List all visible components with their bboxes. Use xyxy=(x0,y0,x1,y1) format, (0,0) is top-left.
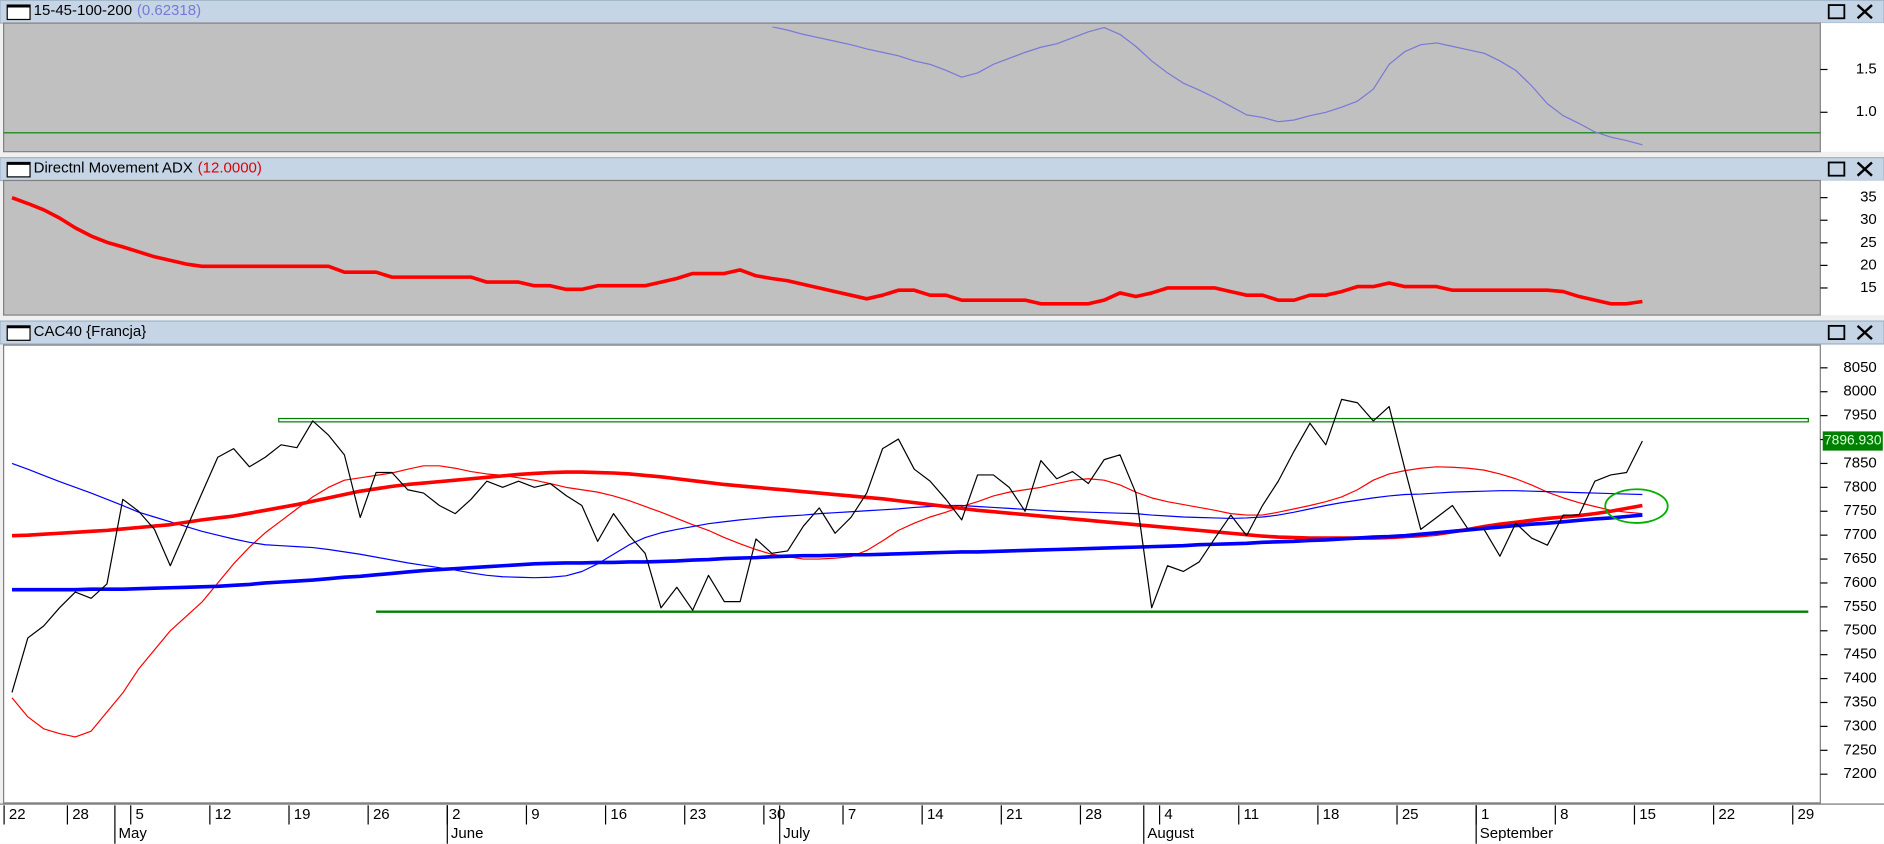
last-value-box xyxy=(1822,431,1883,451)
x-tick-label: 28 xyxy=(72,806,89,823)
month-label: June xyxy=(451,825,484,842)
x-tick-label: 2 xyxy=(452,806,460,823)
month-label: July xyxy=(783,825,810,842)
y-tick-label: 7500 xyxy=(1843,622,1876,639)
axis-area xyxy=(1820,180,1884,316)
x-tick-label: 16 xyxy=(610,806,627,823)
title-text: CAC40 {Francja} xyxy=(34,323,147,340)
month-label: September xyxy=(1480,825,1553,842)
plot-area xyxy=(3,22,1821,153)
x-tick-label: 26 xyxy=(373,806,390,823)
x-tick-label: 30 xyxy=(769,806,786,823)
x-tick-label: 14 xyxy=(927,806,944,823)
y-tick-label: 7950 xyxy=(1843,407,1876,424)
x-tick-label: 29 xyxy=(1798,806,1815,823)
close-button[interactable] xyxy=(1856,161,1873,177)
y-tick-label: 8000 xyxy=(1843,383,1876,400)
x-tick-label: 5 xyxy=(136,806,144,823)
month-label: May xyxy=(118,825,147,842)
title-bar xyxy=(0,0,1884,24)
x-tick-label: 11 xyxy=(1244,806,1260,823)
y-tick-label: 1.0 xyxy=(1856,103,1877,120)
last-value-label: 7896.930 xyxy=(1824,432,1882,448)
x-tick-label: 23 xyxy=(690,806,707,823)
maximize-button[interactable] xyxy=(1827,4,1846,20)
series-line xyxy=(11,465,1643,738)
x-tick-label: 22 xyxy=(9,806,26,823)
series-line xyxy=(12,513,1643,592)
y-tick-label: 7800 xyxy=(1843,478,1876,495)
close-button[interactable] xyxy=(1856,324,1873,340)
panel-title: Directnl Movement ADX (12.0000) xyxy=(34,159,262,176)
x-tick-label: 12 xyxy=(215,806,232,823)
y-tick-label: 1.5 xyxy=(1856,60,1877,77)
maximize-button[interactable] xyxy=(1827,161,1846,177)
y-tick-label: 7600 xyxy=(1843,574,1876,591)
x-tick-label: 4 xyxy=(1164,806,1172,823)
title-bar xyxy=(0,157,1884,182)
y-tick-label: 7700 xyxy=(1843,526,1876,543)
y-tick-label: 20 xyxy=(1860,256,1877,273)
month-label: August xyxy=(1147,825,1195,842)
title-value: (0.62318) xyxy=(137,2,201,19)
y-tick-label: 35 xyxy=(1860,189,1877,206)
title-text: 15-45-100-200 xyxy=(34,2,132,19)
title-bar xyxy=(0,320,1884,345)
series-line xyxy=(11,195,1643,306)
x-tick-label: 18 xyxy=(1323,806,1340,823)
series-line xyxy=(11,462,1643,579)
panel-title: CAC40 {Francja} xyxy=(34,323,147,340)
y-tick-label: 7850 xyxy=(1843,454,1876,471)
y-tick-label: 7450 xyxy=(1843,646,1876,663)
x-tick-label: 8 xyxy=(1560,806,1568,823)
title-value: (12.0000) xyxy=(198,159,262,176)
y-tick-label: 30 xyxy=(1860,211,1877,228)
plot-area xyxy=(3,344,1821,804)
y-tick-label: 7650 xyxy=(1843,550,1876,567)
title-text: Directnl Movement ADX xyxy=(34,159,193,176)
series-line xyxy=(11,398,1643,693)
x-tick-label: 9 xyxy=(531,806,539,823)
y-tick-label: 7350 xyxy=(1843,693,1876,710)
panel-title: 15-45-100-200 (0.62318) xyxy=(34,2,201,19)
plot-area xyxy=(3,179,1821,316)
level-band xyxy=(278,417,1809,423)
x-tick-label: 21 xyxy=(1006,806,1023,823)
x-tick-label: 28 xyxy=(1085,806,1102,823)
y-tick-label: 7400 xyxy=(1843,670,1876,687)
y-tick-label: 25 xyxy=(1860,234,1877,251)
x-tick-label: 25 xyxy=(1402,806,1419,823)
maximize-button[interactable] xyxy=(1827,324,1846,340)
y-tick-label: 7300 xyxy=(1843,717,1876,734)
axis-area xyxy=(1820,345,1884,803)
y-tick-label: 7750 xyxy=(1843,502,1876,519)
y-tick-label: 7200 xyxy=(1843,765,1876,782)
x-axis-area xyxy=(0,804,1884,844)
y-tick-label: 8050 xyxy=(1843,359,1876,376)
x-tick-label: 19 xyxy=(294,806,311,823)
x-tick-label: 7 xyxy=(848,806,856,823)
axis-area xyxy=(1820,23,1884,152)
x-tick-label: 22 xyxy=(1718,806,1735,823)
annotation-ellipse xyxy=(1604,488,1669,524)
x-tick-label: 1 xyxy=(1481,806,1489,823)
y-tick-label: 7250 xyxy=(1843,741,1876,758)
x-tick-label: 15 xyxy=(1639,806,1656,823)
y-tick-label: 7550 xyxy=(1843,598,1876,615)
close-button[interactable] xyxy=(1856,4,1873,20)
series-line xyxy=(771,26,1643,146)
y-tick-label: 15 xyxy=(1860,279,1877,296)
